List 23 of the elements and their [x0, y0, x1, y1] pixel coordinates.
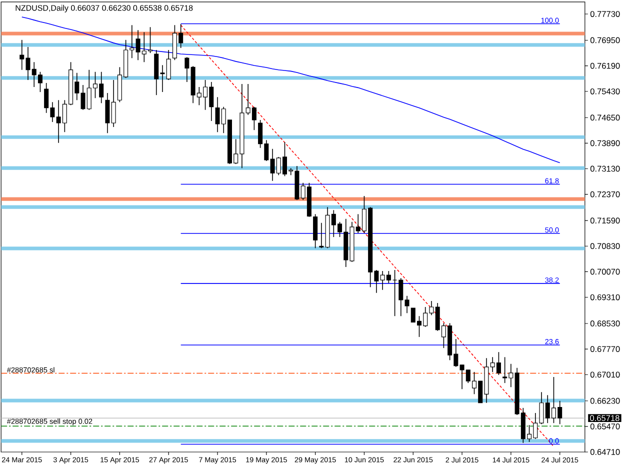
y-tick-label: 0.74650 — [590, 114, 620, 121]
candlestick — [313, 214, 318, 249]
y-tick-label: 0.69310 — [590, 294, 620, 300]
y-tick-label: 0.64710 — [590, 449, 620, 455]
chart-title: NZDUSD,Daily 0.66037 0.66230 0.65538 0.65718 — [16, 4, 193, 12]
y-tick-label: 0.71590 — [590, 218, 620, 224]
y-tick-label: 0.76950 — [590, 37, 620, 44]
y-tick-label: 0.72370 — [590, 191, 620, 198]
y-tick-label: 0.66230 — [590, 398, 620, 404]
y-tick-label: 0.76190 — [590, 62, 620, 69]
y-tick-label: 0.68530 — [590, 320, 620, 326]
candlestick — [184, 56, 190, 82]
y-tick-label: 0.73890 — [590, 140, 620, 146]
y-tick-label: 0.70830 — [590, 243, 620, 250]
y-tick-label: 0.67010 — [590, 372, 620, 378]
y-tick-label: 0.67770 — [590, 346, 620, 352]
ref-line-label: 0.65718 — [590, 415, 620, 422]
y-tick-label: 0.70070 — [590, 268, 620, 275]
y-tick-label: 0.65470 — [590, 423, 620, 430]
y-tick-label: 0.73130 — [590, 166, 620, 172]
y-tick-label: 0.75430 — [590, 88, 620, 94]
candlestick — [319, 222, 324, 249]
y-tick-label: 0.77730 — [590, 11, 620, 17]
